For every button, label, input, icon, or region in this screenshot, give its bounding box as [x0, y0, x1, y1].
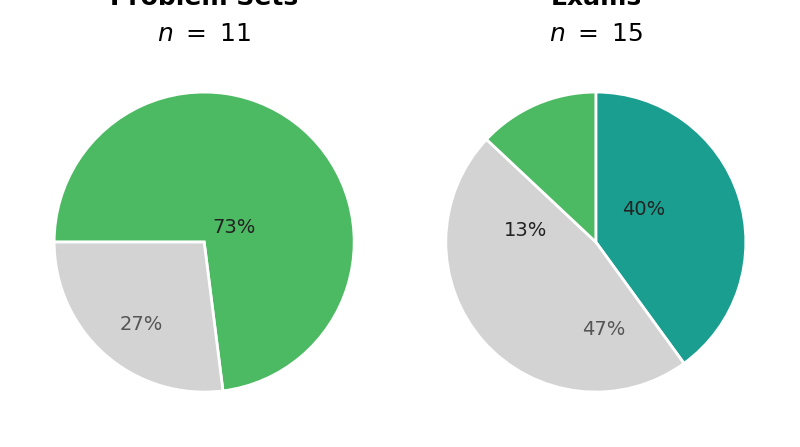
- Wedge shape: [486, 92, 596, 242]
- Text: 40%: 40%: [622, 199, 666, 219]
- Text: 47%: 47%: [582, 320, 625, 338]
- Wedge shape: [54, 242, 223, 392]
- Wedge shape: [54, 92, 354, 391]
- Text: 73%: 73%: [213, 218, 256, 236]
- Title: Problem Sets
$\it{n\ =\ 11}$: Problem Sets $\it{n\ =\ 11}$: [110, 0, 298, 46]
- Wedge shape: [446, 139, 684, 392]
- Text: 13%: 13%: [504, 220, 547, 240]
- Text: 27%: 27%: [119, 315, 163, 334]
- Title: Exams
$\it{n\ =\ 15}$: Exams $\it{n\ =\ 15}$: [549, 0, 643, 46]
- Wedge shape: [596, 92, 746, 363]
